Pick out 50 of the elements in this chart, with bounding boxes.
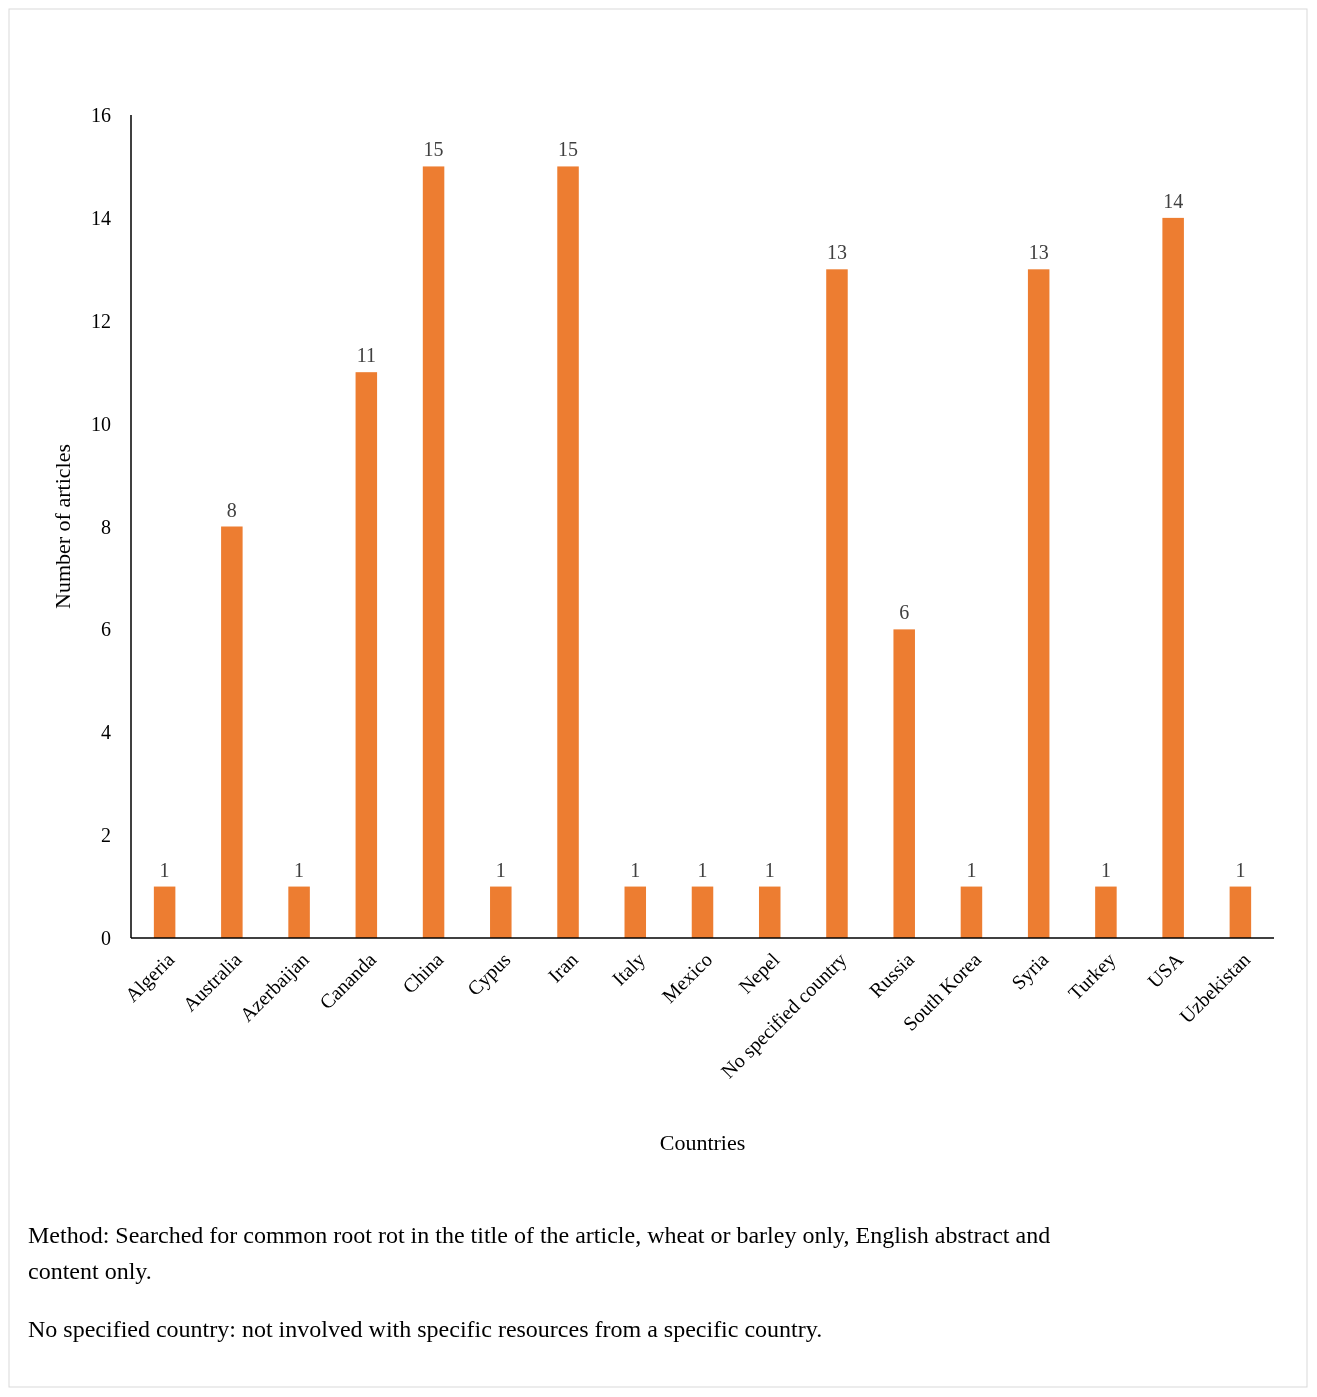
data-label: 1: [1235, 858, 1246, 881]
data-label: 11: [356, 344, 376, 367]
data-label: 1: [764, 858, 775, 881]
bar: [1162, 217, 1184, 938]
y-tick-label: 6: [101, 618, 111, 641]
y-tick-label: 14: [91, 206, 111, 229]
data-label: 1: [697, 858, 708, 881]
y-tick-label: 4: [101, 721, 111, 744]
x-tick-label: Italy: [607, 948, 650, 991]
x-tick-label: Syria: [1007, 948, 1054, 995]
x-axis-title: Countries: [659, 1130, 746, 1155]
y-tick-label: 0: [101, 927, 111, 949]
y-tick-label: 12: [91, 309, 111, 332]
bar: [691, 886, 714, 938]
data-label: 13: [1028, 241, 1049, 264]
text: Method: Searched for common root rot in the title of the article, wheat or barley only, English abstract and content only.: [28, 1222, 1051, 1284]
data-label: 1: [159, 858, 170, 881]
bar: [758, 886, 781, 938]
bar: [1229, 886, 1252, 938]
bar: [221, 526, 243, 938]
data-label: 15: [558, 138, 579, 161]
bar: [422, 166, 445, 938]
data-label: 1: [294, 858, 305, 881]
bar: [1095, 886, 1117, 938]
bar: [288, 886, 310, 938]
bar: [893, 629, 915, 938]
y-tick-label: 10: [91, 412, 111, 435]
text: No specified country: not involved with specific resources from a specific country.: [28, 1316, 823, 1342]
bar: [355, 372, 378, 938]
bar: [153, 886, 176, 938]
bar: [960, 886, 983, 938]
data-label: 1: [1100, 858, 1111, 881]
data-label: 1: [495, 858, 506, 881]
data-label: 6: [899, 601, 910, 624]
data-label: 13: [826, 241, 847, 264]
bar: [490, 886, 512, 938]
data-label: 8: [226, 498, 237, 521]
bar: [624, 886, 647, 938]
x-tick-label: Iran: [543, 948, 582, 987]
y-tick-label: 8: [101, 515, 111, 538]
bar: [1027, 269, 1050, 938]
bar: [557, 166, 579, 938]
bar: [826, 269, 848, 938]
data-label: 1: [630, 858, 641, 881]
y-axis-title: Number of articles: [50, 444, 75, 609]
y-tick-label: 2: [101, 824, 111, 847]
y-tick-label: 16: [91, 104, 111, 126]
data-label: 1: [966, 858, 977, 881]
data-label: 15: [423, 138, 444, 161]
data-label: 14: [1163, 189, 1184, 212]
